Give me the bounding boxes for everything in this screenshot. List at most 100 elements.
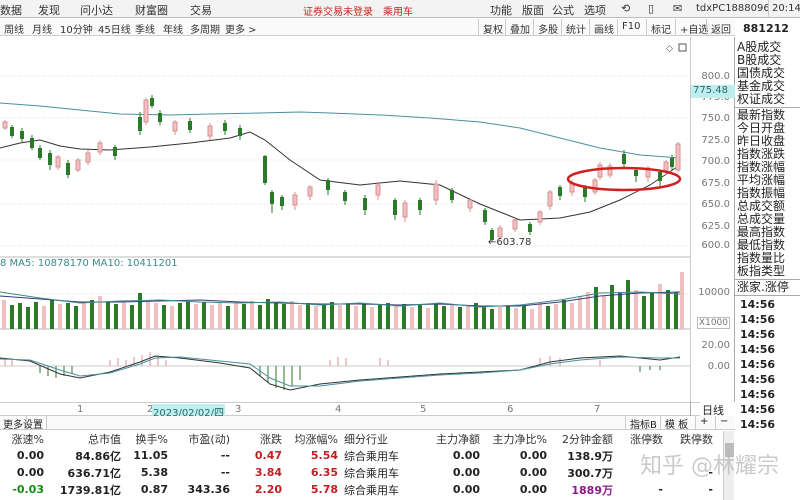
menu-data[interactable]: 数据 (0, 4, 22, 17)
panel-label: 昨日收盘 (737, 134, 786, 148)
period-toolbar: 周线 月线 10分钟 45日线 季线 年线 多周期 更多 > 复权 叠加 多股 … (0, 19, 735, 36)
template-button[interactable]: 模 板 (660, 416, 692, 431)
cell: 5.54 (310, 449, 338, 462)
col-header[interactable]: 2分钟金额 (562, 432, 613, 446)
panel-label: 平均涨幅 (737, 173, 786, 187)
cell: 6.35 (310, 466, 338, 479)
col-header[interactable]: 主力净比% (492, 432, 547, 446)
statistics-button[interactable]: 统计 (561, 19, 590, 36)
cell: 636.71亿 (67, 466, 121, 480)
cell: 3.84 (254, 466, 282, 479)
panel-label[interactable]: B股成交 (737, 53, 782, 67)
xtick: 1 (77, 404, 84, 415)
period-45day[interactable]: 45日线 (98, 25, 131, 36)
cell: -- (220, 449, 230, 462)
volume-unit: X1000 (696, 317, 730, 329)
period-quarterly[interactable]: 季线 (135, 25, 155, 36)
refresh-icon[interactable]: ⟲ (621, 2, 631, 15)
sector-table: 涨速% 总市值 换手% 市盈(动) 涨跌 均涨幅% 细分行业 主力净额 主力净比… (0, 430, 713, 498)
period-monthly[interactable]: 月线 (32, 25, 52, 36)
tick-time: 14:56 (740, 403, 776, 416)
period-label[interactable]: 日线 (690, 402, 735, 417)
menu-trade[interactable]: 交易 (190, 4, 212, 17)
tab-settings[interactable]: 设置 (20, 416, 47, 431)
col-header[interactable]: 涨停数 (630, 432, 663, 446)
table-scrollbar[interactable] (723, 431, 734, 500)
cell: 0.00 (16, 466, 44, 479)
tick-time: 14:56 (740, 373, 776, 386)
col-header[interactable]: 涨速% (11, 432, 44, 446)
table-row[interactable]: -0.03 1739.81亿 0.87 343.36 2.20 5.78 综合乘… (0, 481, 713, 498)
phone-icon[interactable]: ▯ (648, 2, 655, 15)
panel-label: 涨家.涨停 (737, 280, 789, 294)
menu-formula[interactable]: 公式 (552, 4, 574, 17)
menu-function[interactable]: 功能 (490, 4, 512, 17)
col-header[interactable]: 总市值 (88, 432, 121, 446)
menu-layout[interactable]: 版面 (522, 4, 544, 17)
login-status[interactable]: 证券交易未登录 (303, 7, 373, 18)
cell: 5.38 (140, 466, 168, 479)
current-price-tag: 775.48 (691, 85, 735, 98)
cell: 0.47 (254, 449, 282, 462)
time-axis: 1 2 2023/02/02/四 3 4 5 6 7 (0, 402, 700, 419)
xtick: 2 (147, 404, 154, 415)
cell: 343.36 (187, 483, 230, 496)
macd-tick: 0.00 (707, 361, 730, 372)
kline-chart[interactable]: ◇ (0, 37, 690, 402)
menu-caifuquan[interactable]: 财富圈 (135, 4, 168, 17)
mail-icon[interactable]: ✉ (673, 2, 683, 15)
tick-time: 14:56 (740, 328, 776, 341)
macd-tick: 20.00 (701, 340, 730, 351)
f10-button[interactable]: F10 (617, 19, 644, 36)
table-header: 涨速% 总市值 换手% 市盈(动) 涨跌 均涨幅% 细分行业 主力净额 主力净比… (0, 430, 713, 447)
col-header[interactable]: 细分行业 (344, 432, 388, 446)
pc-id: tdxPC1888096 (696, 3, 770, 14)
panel-label: 总成交量 (737, 212, 786, 226)
period-weekly[interactable]: 周线 (4, 25, 24, 36)
cell: 0.00 (452, 466, 480, 479)
cell: 0.00 (519, 449, 547, 462)
menubar: 数据 发现 问小达 财富圈 交易 证券交易未登录 乘用车 功能 版面 公式 选项… (0, 0, 800, 18)
panel-label[interactable]: 权证成交 (737, 92, 786, 106)
sector-name: 乘用车 (383, 7, 413, 18)
col-header[interactable]: 换手% (135, 432, 168, 446)
scrollbar-thumb[interactable] (725, 443, 734, 457)
indicator-b-button[interactable]: 指标B (625, 416, 661, 431)
add-watchlist-button[interactable]: +自选 (675, 19, 712, 36)
overlay-button[interactable]: 叠加 (505, 19, 534, 36)
period-yearly[interactable]: 年线 (163, 25, 183, 36)
cell: 0.00 (452, 483, 480, 496)
tab-more[interactable]: 更多 (0, 416, 27, 431)
menu-options[interactable]: 选项 (584, 4, 606, 17)
zoom-in-button[interactable]: + (695, 416, 712, 430)
cell: 0.00 (16, 449, 44, 462)
fuquan-button[interactable]: 复权 (478, 19, 507, 36)
period-more[interactable]: 更多 > (225, 25, 257, 36)
svg-text:←603.78: ←603.78 (488, 237, 531, 248)
ytick: 800.0 (701, 71, 730, 82)
panel-label[interactable]: 国债成交 (737, 66, 786, 80)
mark-button[interactable]: 标记 (646, 19, 675, 36)
panel-label: 指数涨幅 (737, 160, 786, 174)
multi-stock-button[interactable]: 多股 (533, 19, 562, 36)
period-multi[interactable]: 多周期 (190, 25, 220, 36)
col-header[interactable]: 主力净额 (436, 432, 480, 446)
period-10min[interactable]: 10分钟 (60, 25, 93, 36)
col-header[interactable]: 涨跌 (260, 432, 282, 446)
col-header[interactable]: 跌停数 (680, 432, 713, 446)
col-header[interactable]: 市盈(动) (188, 432, 230, 446)
cell: 11.05 (133, 449, 168, 462)
back-button[interactable]: 返回 (706, 19, 735, 36)
panel-label[interactable]: A股成交 (737, 40, 782, 54)
menu-discover[interactable]: 发现 (38, 4, 60, 17)
col-header[interactable]: 均涨幅% (294, 432, 338, 446)
table-row[interactable]: 0.00 84.86亿 11.05 -- 0.47 5.54 综合乘用车 0.0… (0, 447, 713, 464)
zoom-out-button[interactable]: − (715, 416, 732, 430)
cell: 综合乘用车 (344, 466, 399, 480)
table-row[interactable]: 0.00 636.71亿 5.38 -- 3.84 6.35 综合乘用车 0.0… (0, 464, 713, 481)
panel-label[interactable]: 基金成交 (737, 79, 786, 93)
panel-label: 最低指数 (737, 238, 786, 252)
volume-tick: 10000 (698, 287, 730, 298)
draw-line-button[interactable]: 画线 (589, 19, 618, 36)
menu-wenxiaoda[interactable]: 问小达 (80, 4, 113, 17)
